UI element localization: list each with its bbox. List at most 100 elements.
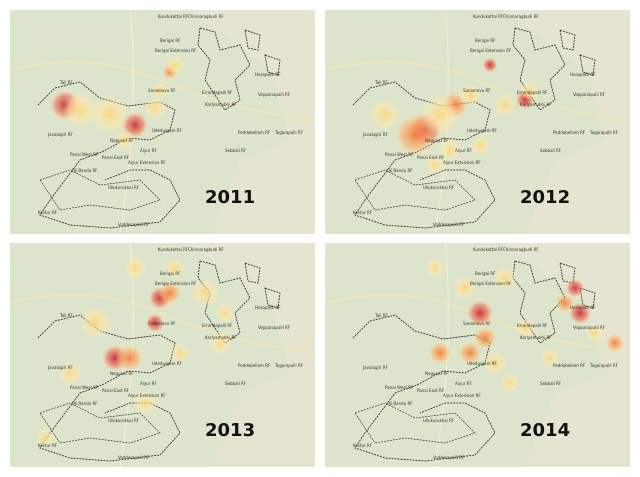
map-panel: Kundukottai RF Chinnaragbudi RF Berigai RF… <box>325 243 630 467</box>
heat-spot <box>493 266 517 290</box>
place-label: Veppanapalli RF <box>258 325 291 330</box>
place-label: Uli Bandu RF <box>72 401 98 406</box>
place-label: Chinnaragbudi RF <box>188 14 224 19</box>
heat-spot <box>420 95 460 135</box>
heat-spot <box>170 343 190 363</box>
place-label: Berigai RF <box>160 271 181 276</box>
place-label: Sebbali RF <box>540 148 562 153</box>
place-label: Aiyur Extension RF <box>128 393 166 398</box>
place-label: Veppanapalli RF <box>573 92 606 97</box>
road <box>10 294 315 354</box>
heat-spot <box>473 326 497 350</box>
forest-boundary <box>512 27 596 111</box>
heat-spot <box>116 344 144 372</box>
forest-boundary <box>197 27 281 111</box>
place-label: Errandapalli RF <box>202 323 233 328</box>
place-label: Berigai Extension RF <box>470 48 512 53</box>
heat-spot <box>208 331 232 355</box>
place-label: Sanamavu RF <box>463 88 491 93</box>
place-label: Aiyur RF <box>140 148 157 153</box>
heat-spot <box>428 341 452 365</box>
heat-spot <box>90 95 130 135</box>
place-label: Kundukottai RF <box>473 14 504 19</box>
forest-boundary <box>39 169 161 211</box>
heat-spot <box>438 138 462 162</box>
place-label: Kundukottai RF <box>473 247 504 252</box>
year-label: 2014 <box>520 420 570 441</box>
place-label: Tali RF <box>59 80 74 85</box>
heat-spot <box>520 80 540 100</box>
heat-spot <box>115 130 135 150</box>
forest-boundary <box>39 402 161 444</box>
place-label: Udedurgam RF <box>467 361 498 366</box>
heat-spot <box>482 57 498 73</box>
place-label: Aiyur Extension RF <box>443 160 481 165</box>
place-label: Vodderapalli RF <box>433 222 465 227</box>
place-label: Peddabellam RF <box>238 363 271 368</box>
place-label: Javalagiri RF <box>362 365 388 370</box>
heat-spot <box>540 348 560 368</box>
place-label: Chinnaragbudi RF <box>503 247 539 252</box>
place-label: Aiyur Extension RF <box>128 160 166 165</box>
heat-spot <box>165 55 185 75</box>
place-label: Ullukurukkai RF <box>423 185 455 190</box>
place-label: Errandapalli RF <box>517 323 548 328</box>
heat-spot <box>123 256 147 280</box>
place-label: Ullukurukkai RF <box>423 418 455 423</box>
heat-spot <box>585 323 605 343</box>
place-label: Peddabellam RF <box>553 363 586 368</box>
place-label: Uli Bandu RF <box>387 168 413 173</box>
place-label: Errandapalli RF <box>202 90 233 95</box>
place-label: Panai West RF <box>70 385 99 390</box>
place-label: Berigai RF <box>160 38 181 43</box>
place-label: Nogunur RF <box>110 138 134 143</box>
place-label: Nogunur RF <box>425 371 449 376</box>
place-label: Javalagiri RF <box>47 365 73 370</box>
place-label: Tali RF <box>59 313 74 318</box>
heat-spot <box>470 135 490 155</box>
heat-spot <box>453 276 477 300</box>
heat-spot <box>515 318 535 338</box>
place-label: Sebbali RF <box>225 148 247 153</box>
place-label: Panai East RF <box>102 155 130 160</box>
heat-spot <box>369 99 401 131</box>
heat-spot <box>165 258 185 278</box>
heat-spot <box>58 361 82 385</box>
place-label: Chinnaragbudi RF <box>188 247 224 252</box>
place-label: Hosapatti RF <box>255 72 281 77</box>
place-label: Vodderapalli RF <box>118 455 150 460</box>
place-label: Kundukottai RF <box>158 247 189 252</box>
road <box>325 61 630 121</box>
place-label: Tali RF <box>374 80 389 85</box>
place-label: Vodderapalli RF <box>433 455 465 460</box>
place-label: Vodderapalli RF <box>118 222 150 227</box>
heat-spot <box>215 303 235 323</box>
place-label: Udedurgam RF <box>152 361 183 366</box>
place-label: Karlyamubhi RF <box>205 102 237 107</box>
heat-spot <box>565 278 585 298</box>
place-label: Berigai RF <box>475 271 496 276</box>
place-label: Sanamavu RF <box>148 88 176 93</box>
place-label: Nogunur RF <box>110 371 134 376</box>
place-label: Hosapatti RF <box>570 72 596 77</box>
place-label: Javalagiri RF <box>362 132 388 137</box>
place-label: Hosapatti RF <box>255 305 281 310</box>
heat-spot <box>62 92 98 128</box>
place-label: Panai West RF <box>70 152 99 157</box>
heat-spot <box>500 373 520 393</box>
heat-spot <box>425 155 445 175</box>
year-label: 2011 <box>205 187 255 208</box>
heat-spot <box>605 333 625 353</box>
place-label: Togarapalli RF <box>589 130 619 135</box>
place-label: Panai East RF <box>102 388 130 393</box>
road <box>10 61 315 121</box>
place-label: Kestur RF <box>38 443 58 448</box>
map-panel: Kundukottai RF Chinnaragbudi RF Berigai RF… <box>10 10 315 234</box>
place-label: Sanamavu RF <box>148 321 176 326</box>
heat-spot <box>425 258 445 278</box>
place-label: Togarapalli RF <box>274 130 304 135</box>
heat-spot <box>458 341 482 365</box>
place-label: Udedurgam RF <box>152 128 183 133</box>
place-label: Ullukurukkai RF <box>108 418 140 423</box>
